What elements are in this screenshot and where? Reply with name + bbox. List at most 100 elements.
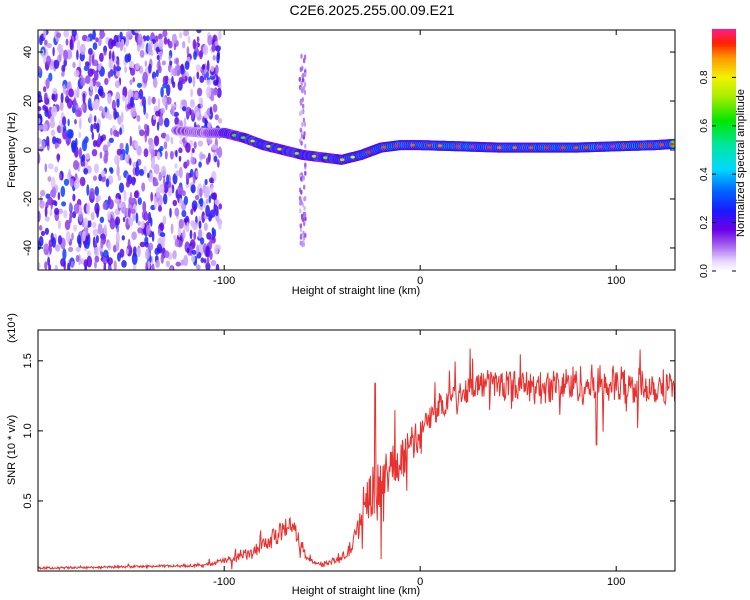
- noise-speckle: [94, 70, 99, 81]
- noise-speckle: [194, 194, 200, 201]
- noise-speckle: [303, 184, 306, 190]
- noise-speckle: [57, 43, 63, 54]
- noise-speckle: [38, 124, 43, 131]
- noise-speckle: [124, 152, 129, 163]
- noise-speckle: [77, 39, 80, 52]
- noise-speckle: [141, 95, 145, 106]
- noise-speckle: [213, 155, 218, 163]
- noise-speckle: [190, 184, 196, 194]
- noise-speckle: [137, 33, 143, 46]
- noise-speckle: [80, 77, 86, 87]
- noise-speckle: [182, 229, 186, 239]
- noise-speckle: [159, 183, 165, 194]
- noise-speckle: [217, 146, 223, 159]
- noise-speckle: [73, 203, 80, 215]
- noise-speckle: [108, 50, 112, 61]
- noise-speckle: [150, 191, 154, 202]
- noise-speckle: [75, 109, 82, 117]
- noise-speckle: [83, 168, 89, 175]
- noise-speckle: [161, 60, 166, 66]
- noise-speckle: [107, 113, 113, 121]
- noise-speckle: [200, 257, 205, 264]
- noise-speckle: [209, 209, 216, 218]
- ridge-peak: [311, 154, 317, 158]
- noise-speckle: [98, 133, 101, 145]
- noise-speckle: [69, 201, 72, 212]
- noise-speckle: [79, 176, 86, 187]
- noise-speckle: [61, 71, 65, 77]
- noise-speckle: [145, 225, 151, 236]
- noise-speckle: [62, 248, 67, 261]
- noise-speckle: [90, 68, 95, 75]
- noise-speckle: [175, 149, 178, 158]
- noise-speckle: [84, 153, 91, 160]
- ridge-peak: [266, 144, 271, 148]
- noise-speckle: [211, 144, 218, 151]
- ridge-peak: [381, 145, 387, 149]
- noise-speckle: [47, 256, 51, 266]
- noise-speckle: [179, 197, 183, 207]
- ridge-peak: [659, 143, 664, 147]
- spectrogram-panel: -100 0 100 -40 -20 0 20 40 Height of straight l…: [6, 29, 676, 297]
- noise-speckle: [190, 220, 195, 227]
- noise-speckle: [211, 43, 216, 52]
- ridge-peak: [277, 147, 282, 151]
- noise-speckle: [205, 204, 211, 217]
- ridge-peak: [528, 146, 534, 150]
- colorbar-tick-label: 0.4: [699, 167, 710, 181]
- noise-speckle: [154, 197, 157, 210]
- noise-speckle: [158, 33, 163, 40]
- noise-speckle: [93, 163, 99, 174]
- noise-speckle: [299, 67, 303, 72]
- ridge-peak: [610, 145, 615, 148]
- noise-speckle: [53, 59, 60, 69]
- noise-speckle: [84, 265, 87, 270]
- noise-speckle: [190, 156, 196, 165]
- noise-speckle: [197, 87, 203, 97]
- noise-speckle: [61, 201, 67, 207]
- noise-speckle: [304, 162, 307, 168]
- noise-speckle: [212, 55, 216, 61]
- noise-speckle: [102, 255, 108, 265]
- noise-speckle: [175, 170, 180, 177]
- noise-speckle: [157, 98, 161, 110]
- noise-speckle: [84, 61, 90, 67]
- noise-speckle: [134, 91, 139, 100]
- noise-speckle: [299, 240, 302, 246]
- colorbar: 0.0 0.2 0.4 0.6 0.8 Normalized spectral ampl…: [699, 29, 747, 278]
- noise-speckle: [117, 175, 122, 182]
- noise-speckle: [85, 241, 90, 249]
- noise-speckle: [103, 50, 107, 56]
- noise-speckle: [119, 248, 125, 258]
- spectrogram-heatmap: [38, 30, 675, 270]
- noise-speckle: [180, 63, 184, 72]
- noise-speckle: [172, 250, 177, 260]
- noise-speckle: [147, 260, 151, 270]
- y-tick-label: -40: [22, 240, 34, 256]
- noise-speckle: [78, 131, 82, 139]
- noise-speckle: [44, 163, 48, 173]
- noise-speckle: [299, 223, 302, 229]
- noise-speckle: [209, 239, 213, 250]
- noise-speckle: [39, 195, 42, 205]
- noise-speckle: [205, 157, 210, 165]
- noise-speckle: [92, 30, 96, 40]
- noise-speckle: [211, 227, 215, 235]
- noise-speckle: [300, 53, 303, 59]
- noise-speckle: [57, 220, 62, 230]
- noise-speckle: [114, 154, 120, 166]
- noise-speckle: [89, 79, 94, 92]
- noise-speckle: [175, 261, 182, 267]
- ridge-peak: [231, 133, 237, 137]
- noise-speckle: [198, 187, 203, 198]
- noise-speckle: [177, 184, 184, 195]
- noise-speckle: [175, 57, 179, 66]
- noise-speckle: [138, 169, 144, 176]
- noise-speckle: [97, 223, 103, 235]
- noise-speckle: [83, 217, 89, 228]
- noise-speckle: [190, 208, 194, 215]
- noise-speckle: [60, 185, 66, 198]
- noise-speckle: [218, 220, 222, 230]
- noise-speckle: [38, 137, 42, 145]
- noise-speckle: [183, 217, 189, 224]
